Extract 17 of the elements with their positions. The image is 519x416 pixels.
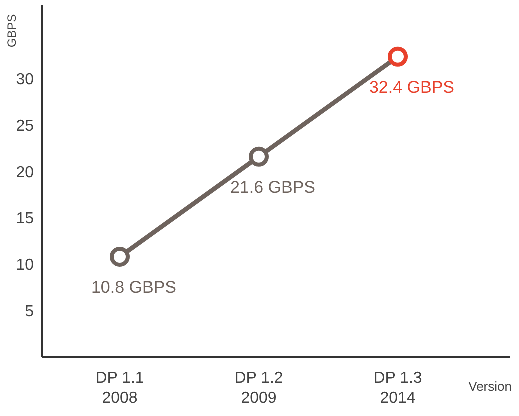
y-tick-label: 10 [16,256,34,274]
x-axis-title: Version [468,379,512,394]
point [249,146,269,167]
y-axis-title: GBPS [5,14,19,48]
y-tick-label: 30 [16,72,34,89]
text: 32.4 GBPS [369,78,455,97]
point [388,46,408,67]
x-tick-label: DP 1.2 2009 [234,370,284,407]
text: 10.8 GBPS [91,278,177,297]
x-tick-label: DP 1.3 2014 [374,370,422,407]
y-tick-label: 20 [16,164,34,182]
y-tick-label: 5 [25,303,34,320]
y-tick-label: 25 [16,118,34,136]
point [110,246,130,267]
x-tick-label: DP 1.1 2008 [96,370,144,407]
y-tick-label: 15 [16,210,34,228]
text: 21.6 GBPS [230,178,316,197]
